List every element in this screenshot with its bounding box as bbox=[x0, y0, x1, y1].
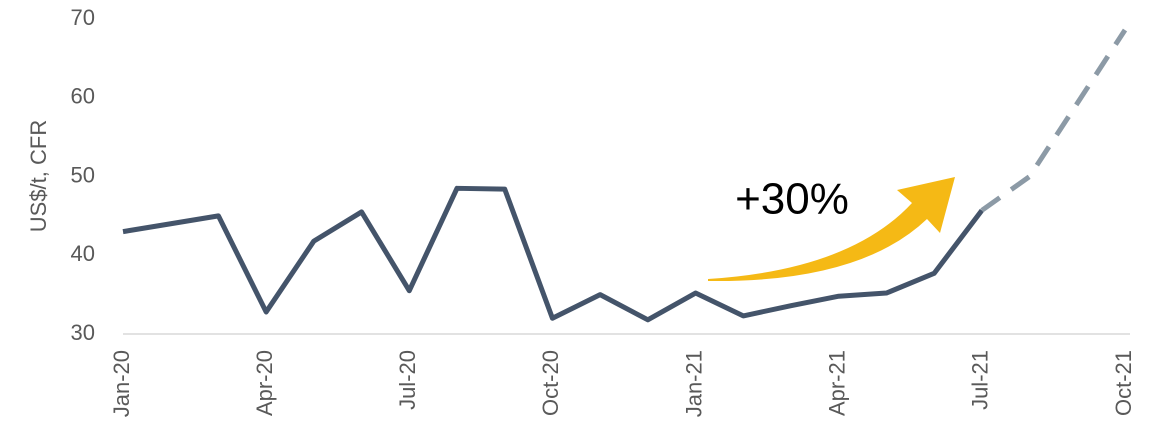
line-series bbox=[122, 185, 984, 323]
x-tick-label: Jan-21 bbox=[681, 350, 706, 417]
y-axis-label: US$/t, CFR bbox=[26, 120, 51, 232]
x-tick-label: Oct-21 bbox=[1111, 350, 1136, 416]
arrow bbox=[708, 177, 955, 282]
x-tick-label: Jul-21 bbox=[968, 350, 993, 410]
y-tick-label: 70 bbox=[71, 5, 95, 30]
x-tick-label: Apr-20 bbox=[252, 350, 277, 416]
x-tick-label: Jan-20 bbox=[109, 350, 134, 417]
y-tick-label: 40 bbox=[71, 241, 95, 266]
y-tick-label: 30 bbox=[71, 320, 95, 345]
x-tick-label: Apr-21 bbox=[825, 350, 850, 416]
line-series bbox=[980, 28, 1128, 213]
y-tick-label: 60 bbox=[71, 84, 95, 109]
y-tick-label: 50 bbox=[71, 162, 95, 187]
annotation: +30% bbox=[735, 175, 849, 224]
x-tick-label: Oct-20 bbox=[538, 350, 563, 416]
x-tick-label: Jul-20 bbox=[395, 350, 420, 410]
